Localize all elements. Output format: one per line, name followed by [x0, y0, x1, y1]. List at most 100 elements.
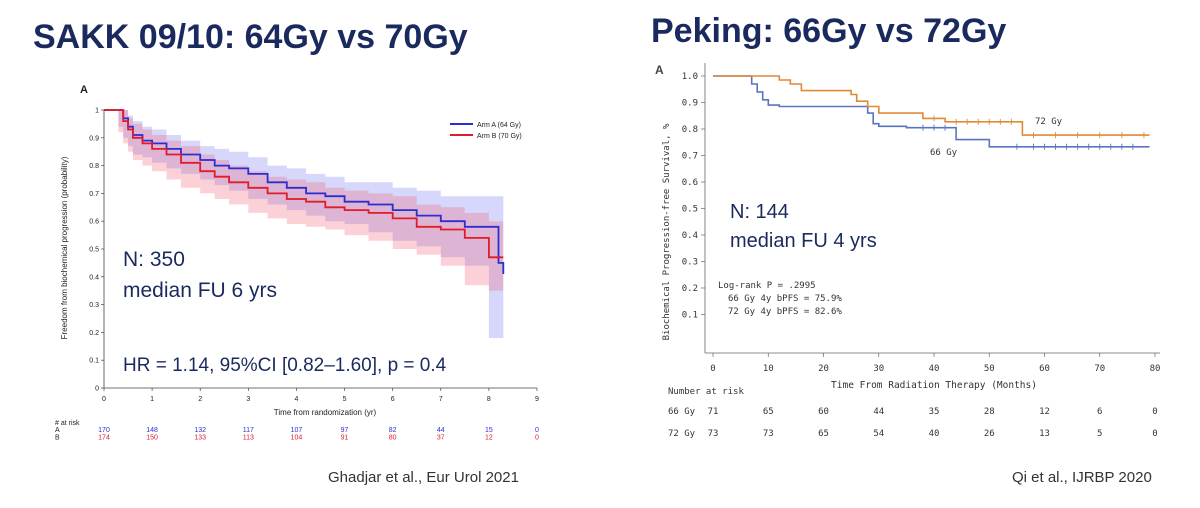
risk-cell: 71	[708, 407, 719, 417]
risk-cell: 82	[389, 427, 397, 434]
x-tick-label: 5	[343, 396, 347, 403]
risk-cell: 60	[818, 407, 829, 417]
x-tick-label: 6	[391, 396, 395, 403]
left-citation: Ghadjar et al., Eur Urol 2021	[328, 469, 519, 486]
y-tick-label: 0.4	[89, 274, 99, 281]
confidence-bands	[104, 110, 504, 338]
y-tick-label: 0.6	[89, 219, 99, 226]
risk-cell: 44	[873, 407, 884, 417]
x-tick-label: 80	[1150, 364, 1161, 374]
risk-cell: 104	[291, 435, 303, 442]
risk-cell: 28	[984, 407, 995, 417]
risk-cell: 107	[291, 427, 303, 434]
y-axis-label: Biochemical Progression-free Survival, %	[662, 123, 672, 340]
risk-cell: 6	[1097, 407, 1102, 417]
risk-cell: 132	[194, 427, 206, 434]
risk-cell: 12	[485, 435, 493, 442]
risk-cell: 65	[818, 429, 829, 439]
x-tick-label: 30	[873, 364, 884, 374]
y-tick-label: 1	[95, 108, 99, 115]
x-tick-label: 0	[102, 396, 106, 403]
risk-table-header: Number at risk	[668, 387, 744, 397]
risk-table-header: # at risk	[55, 420, 80, 427]
series-line-72gy	[713, 75, 1150, 136]
left-chart-title: SAKK 09/10: 64Gy vs 70Gy	[33, 18, 468, 56]
panel-label: A	[80, 84, 88, 96]
risk-cell: 44	[437, 427, 445, 434]
risk-cell: 35	[929, 407, 940, 417]
risk-cell: 0	[535, 435, 539, 442]
legend: Arm A (64 Gy) Arm B (70 Gy)	[450, 122, 522, 140]
risk-cell: 0	[1152, 429, 1157, 439]
survival-curves	[713, 75, 1150, 150]
x-tick-label: 2	[198, 396, 202, 403]
legend-arm-b: Arm B (70 Gy)	[477, 133, 522, 140]
y-tick-label: 0.1	[682, 311, 698, 321]
y-ticks: 0 0.1 0.2 0.3 0.4 0.5 0.6 0.7 0.8 0.9 1	[89, 108, 104, 393]
x-ticks: 0 1 2 3 4 5 6 7 8 9	[102, 388, 539, 403]
risk-table: 66 Gy 71 65 60 44 35 28 12 6 072 Gy 73 73 65 54 40 26 13…	[668, 407, 1158, 439]
y-tick-label: 0.3	[682, 258, 698, 268]
x-tick-label: 9	[535, 396, 539, 403]
x-tick-label: 40	[929, 364, 940, 374]
logrank-annotation: Log-rank P = .2995	[718, 281, 816, 291]
x-tick-label: 0	[710, 364, 715, 374]
risk-cell: 117	[243, 427, 254, 434]
x-tick-label: 7	[439, 396, 443, 403]
risk-cell: 37	[437, 435, 445, 442]
risk-table: A 170 148 132 117 107 97 82 44 15 0B 174 150 133 113 10…	[55, 427, 539, 442]
y-tick-label: 0.5	[682, 205, 698, 215]
risk-cell: 5	[1097, 429, 1102, 439]
y-axis-label: Freedom from biochemical progression (pr…	[60, 156, 69, 339]
x-tick-label: 1	[150, 396, 154, 403]
x-tick-label: 3	[246, 396, 250, 403]
risk-cell: 150	[146, 435, 158, 442]
y-tick-label: 0.1	[89, 358, 99, 365]
risk-cell: 54	[873, 429, 884, 439]
x-tick-label: 20	[818, 364, 829, 374]
series-line-arm-b	[104, 109, 504, 259]
risk-cell: 15	[485, 427, 493, 434]
y-tick-label: 0.7	[89, 191, 99, 198]
y-tick-label: 0.3	[89, 302, 99, 309]
series-line-66gy	[713, 75, 1150, 148]
risk-cell: 13	[1039, 429, 1050, 439]
hr-annotation: HR = 1.14, 95%CI [0.82–1.60], p = 0.4	[123, 355, 447, 376]
risk-cell: 170	[98, 427, 110, 434]
y-tick-label: 1.0	[682, 72, 698, 82]
x-tick-label: 50	[984, 364, 995, 374]
right-chart-title: Peking: 66Gy vs 72Gy	[651, 12, 1007, 50]
y-ticks: 1.0 0.9 0.8 0.7 0.6 0.5 0.4 0.3 0.2 0.1	[682, 72, 705, 321]
x-tick-label: 4	[294, 396, 298, 403]
risk-cell: 12	[1039, 407, 1050, 417]
x-axis-label: Time from randomization (yr)	[274, 408, 377, 417]
risk-cell: 91	[341, 435, 349, 442]
y-tick-label: 0	[95, 386, 99, 393]
fu-annotation: median FU 4 yrs	[730, 230, 877, 252]
risk-cell: 0	[1152, 407, 1157, 417]
risk-cell: 174	[98, 435, 110, 442]
x-tick-label: 70	[1094, 364, 1105, 374]
x-tick-label: 10	[763, 364, 774, 374]
y-tick-label: 0.6	[682, 178, 698, 188]
risk-cell: 40	[929, 429, 940, 439]
y-tick-label: 0.2	[89, 330, 99, 337]
y-tick-label: 0.8	[682, 125, 698, 135]
series-label-66gy: 66 Gy	[930, 148, 958, 158]
y-tick-label: 0.7	[682, 152, 698, 162]
risk-row-label: A	[55, 427, 60, 434]
risk-cell: 26	[984, 429, 995, 439]
series-label-72gy: 72 Gy	[1035, 117, 1063, 127]
panel-label: A	[655, 63, 664, 77]
x-tick-label: 8	[487, 396, 491, 403]
y-tick-label: 0.9	[89, 135, 99, 142]
peking-km-chart: A Biochemical Progression-free Survival,…	[655, 63, 1161, 439]
risk-cell: 148	[146, 427, 158, 434]
survival-curves	[104, 109, 505, 274]
y-tick-label: 0.8	[89, 163, 99, 170]
x-axis-label: Time From Radiation Therapy (Months)	[831, 380, 1037, 391]
n-annotation: N: 144	[730, 201, 789, 223]
risk-cell: 80	[389, 435, 397, 442]
risk-cell: 133	[194, 435, 206, 442]
risk-row-label: 66 Gy	[668, 407, 696, 417]
